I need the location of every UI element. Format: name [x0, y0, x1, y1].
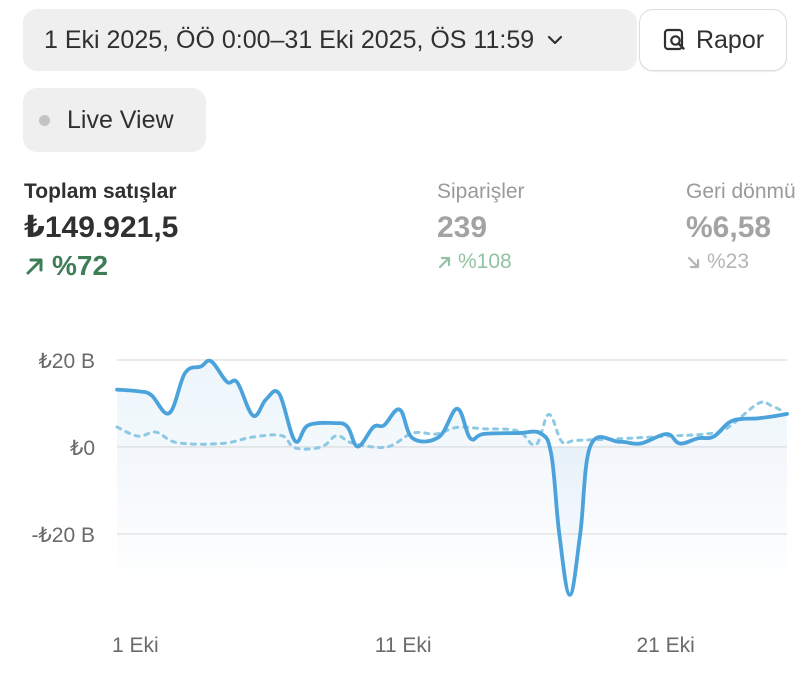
report-button-label: Rapor — [695, 25, 765, 54]
chart-background — [117, 447, 787, 597]
metric-change-value: %108 — [458, 250, 512, 273]
metric-value: 239 — [437, 211, 488, 244]
metric-label: Toplam satışlar — [24, 180, 177, 203]
metric-change: %23 — [686, 250, 796, 274]
series-area-fill — [117, 360, 787, 595]
date-range-button[interactable]: 1 Eki 2025, ÖÖ 0:00–31 Eki 2025, ÖS 11:5… — [23, 9, 637, 71]
x-tick-label: 11 Eki — [375, 634, 432, 657]
metric-change-value: %72 — [52, 250, 109, 281]
x-tick-label: 1 Eki — [112, 634, 159, 657]
metric-label: Siparişler — [437, 180, 525, 203]
y-tick-label: ₺0 — [70, 437, 95, 460]
arrow-up-right-icon — [26, 258, 43, 275]
metric-total-sales[interactable]: Toplam satışlar ₺149.921,5 %72 — [24, 178, 178, 282]
series-line-current-period — [115, 358, 789, 597]
metric-value: %6,58 — [686, 211, 772, 244]
metric-orders[interactable]: Siparişler 239 %108 — [437, 178, 525, 274]
series-line-previous-period — [115, 400, 786, 451]
live-view-button[interactable]: Live View — [23, 88, 206, 152]
report-search-icon — [663, 28, 685, 51]
live-status-dot-icon — [39, 114, 50, 126]
metric-change: %72 — [24, 250, 178, 282]
arrow-up-right-icon — [438, 256, 451, 268]
date-range-label: 1 Eki 2025, ÖÖ 0:00–31 Eki 2025, ÖS 11:5… — [44, 25, 535, 54]
y-tick-label: ₺20 B — [38, 350, 95, 373]
y-tick-label: -₺20 B — [31, 524, 95, 547]
arrow-down-right-icon — [687, 256, 700, 268]
x-tick-label: 21 Eki — [636, 634, 694, 657]
report-button[interactable]: Rapor — [639, 9, 787, 71]
metric-value: ₺149.921,5 — [24, 211, 179, 244]
chevron-down-icon — [546, 34, 564, 46]
metric-change: %108 — [437, 250, 525, 274]
live-view-label: Live View — [67, 105, 174, 134]
metric-label: Geri dönmü — [686, 180, 796, 203]
metric-change-value: %23 — [707, 250, 750, 273]
sales-line-chart: ₺20 B ₺0 -₺20 B 1 Eki 11 Eki 21 Eki — [31, 350, 789, 657]
metric-returning[interactable]: Geri dönmü %6,58 %23 — [686, 178, 796, 274]
